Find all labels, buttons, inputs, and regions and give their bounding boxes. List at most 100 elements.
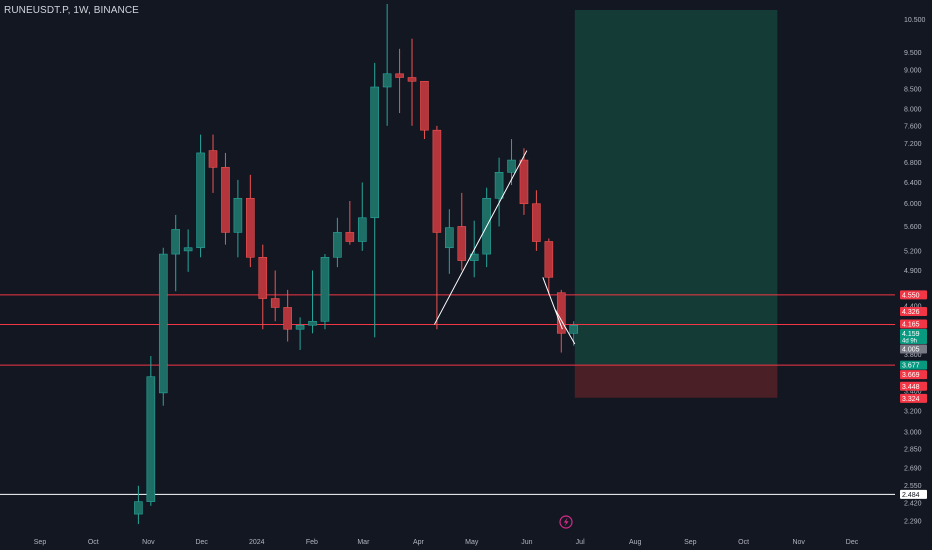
- time-tick-label: Nov: [792, 539, 805, 546]
- horizontal-levels: [0, 294, 895, 495]
- price-tag-label: 3.677: [902, 363, 920, 370]
- price-tag: 3.677: [900, 360, 927, 370]
- candle: [445, 209, 454, 274]
- time-tick-label: Oct: [738, 539, 749, 546]
- price-tick-label: 2.850: [904, 447, 922, 454]
- price-tag-label: 3.669: [902, 372, 920, 379]
- time-tick-label: Jun: [521, 539, 532, 546]
- candle: [432, 125, 442, 330]
- trend-line: [434, 150, 528, 325]
- trend-line: [542, 277, 563, 330]
- candle: [407, 38, 417, 126]
- candle-body: [370, 86, 380, 219]
- candle-body: [134, 501, 143, 515]
- time-tick-label: Oct: [88, 539, 99, 546]
- price-tick-label: 2.690: [904, 466, 922, 473]
- price-tag-bg: [900, 370, 927, 380]
- candle-body: [395, 73, 404, 78]
- time-tick-label: May: [465, 539, 479, 546]
- candle: [221, 152, 230, 245]
- candle-body: [544, 241, 554, 278]
- time-tick-label: Mar: [357, 539, 370, 546]
- price-tick-label: 4.900: [904, 268, 922, 275]
- candles: [134, 3, 579, 525]
- price-tag-countdown: 4d 9h: [902, 339, 917, 345]
- candle-body: [246, 197, 255, 258]
- price-tag-label: 4.550: [902, 292, 920, 299]
- price-tick-label: 5.200: [904, 248, 922, 255]
- price-tag: 2.484: [900, 489, 927, 499]
- candle-body: [345, 232, 355, 242]
- candle-body: [494, 172, 504, 199]
- price-tick-label: 3.200: [904, 408, 922, 415]
- trend-line: [554, 309, 576, 345]
- time-tick-label: Jul: [576, 539, 585, 546]
- price-tick-label: 3.800: [904, 352, 922, 359]
- candle: [283, 289, 292, 342]
- price-tag: 4.550: [900, 290, 927, 300]
- price-tag-label: 2.484: [902, 492, 920, 499]
- lightning-bolt: [563, 517, 569, 527]
- candle-body: [507, 159, 516, 173]
- time-tick-label: Nov: [142, 539, 155, 546]
- chart-title: RUNEUSDT.P, 1W, BINANCE: [4, 5, 139, 16]
- candle-body: [196, 152, 205, 249]
- price-tick-label: 4.400: [904, 303, 922, 310]
- trend-lines: [434, 150, 576, 345]
- candle: [196, 134, 205, 258]
- candle-body: [357, 217, 367, 242]
- price-tick-label: 8.500: [904, 86, 922, 93]
- price-tag-label: 4.005: [902, 347, 920, 354]
- candle: [382, 3, 392, 126]
- lightning-icon[interactable]: [559, 515, 573, 529]
- price-tag-bg: [900, 329, 927, 345]
- candle: [233, 179, 243, 258]
- time-tick-label: 2024: [249, 539, 265, 546]
- price-tag-label: 3.448: [902, 384, 920, 391]
- time-tick-label: Sep: [684, 539, 697, 546]
- candle-body: [519, 159, 529, 205]
- price-tag-label: 3.324: [902, 396, 920, 403]
- price-tag: 4.005: [900, 344, 927, 354]
- price-axis: 10.500 9.500 9.000 8.500 8.000 7.600 7.200 6.80…: [904, 17, 926, 526]
- candle-body: [208, 150, 218, 168]
- candle: [457, 192, 467, 271]
- candle: [357, 182, 367, 251]
- candle: [420, 80, 429, 140]
- candle-body: [420, 80, 429, 131]
- candle: [482, 187, 491, 268]
- candle-body: [457, 226, 467, 261]
- candle-body: [295, 324, 305, 330]
- candle-body: [258, 256, 268, 299]
- candle: [320, 254, 330, 330]
- price-tag: 3.324: [900, 393, 927, 403]
- price-tag-label: 4.326: [902, 309, 920, 316]
- price-tick-label: 10.500: [904, 17, 926, 24]
- price-tick-label: 5.600: [904, 224, 922, 231]
- price-tag-bg: [900, 489, 927, 499]
- profit-zone: [574, 10, 778, 366]
- candle: [308, 270, 317, 334]
- candle: [494, 157, 504, 227]
- candle: [333, 217, 342, 268]
- candle: [507, 139, 516, 186]
- candle-body: [308, 320, 317, 326]
- candle: [246, 174, 255, 268]
- price-tag: 4.326: [900, 307, 927, 317]
- price-tag-bg: [900, 344, 927, 354]
- candle-body: [569, 324, 579, 334]
- candle-body: [532, 203, 541, 242]
- price-tag-bg: [900, 307, 927, 317]
- candle-body: [171, 229, 181, 255]
- candle: [258, 244, 268, 330]
- candle: [345, 200, 355, 245]
- candle: [544, 238, 554, 295]
- candle: [134, 485, 143, 525]
- candle: [532, 190, 541, 251]
- time-tick-label: Sep: [34, 539, 47, 546]
- lightning-icon-ring: [559, 515, 573, 529]
- price-tag-label: 4.159: [902, 331, 920, 338]
